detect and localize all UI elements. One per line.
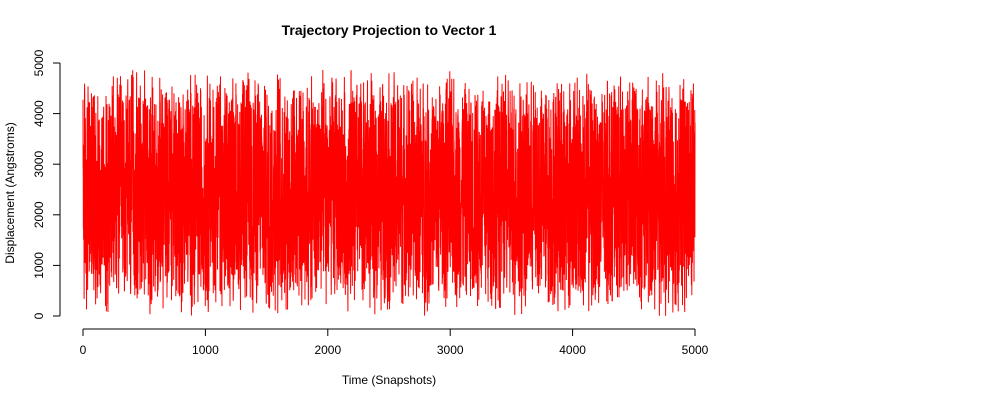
y-axis: 0 1000 2000 3000 4000 5000	[32, 49, 61, 319]
y-tick-label: 0	[32, 312, 46, 319]
y-tick-label: 4000	[32, 100, 46, 127]
series-trajectory-line	[82, 70, 696, 316]
x-tick-label: 4000	[559, 343, 586, 357]
series-line	[82, 70, 696, 316]
x-tick-label: 0	[80, 343, 87, 357]
x-axis-label: Time (Snapshots)	[342, 373, 436, 387]
y-tick-label: 5000	[32, 49, 46, 76]
y-tick-label: 3000	[32, 151, 46, 178]
x-tick-label: 2000	[314, 343, 341, 357]
x-tick-label: 3000	[437, 343, 464, 357]
y-tick-label: 2000	[32, 201, 46, 228]
x-tick-label: 5000	[682, 343, 709, 357]
y-tick-label: 1000	[32, 252, 46, 279]
y-axis-label: Displacement (Angstroms)	[3, 122, 17, 263]
x-axis: 0 1000 2000 3000 4000 5000	[80, 328, 709, 357]
x-tick-label: 1000	[192, 343, 219, 357]
chart-title: Trajectory Projection to Vector 1	[282, 22, 497, 38]
